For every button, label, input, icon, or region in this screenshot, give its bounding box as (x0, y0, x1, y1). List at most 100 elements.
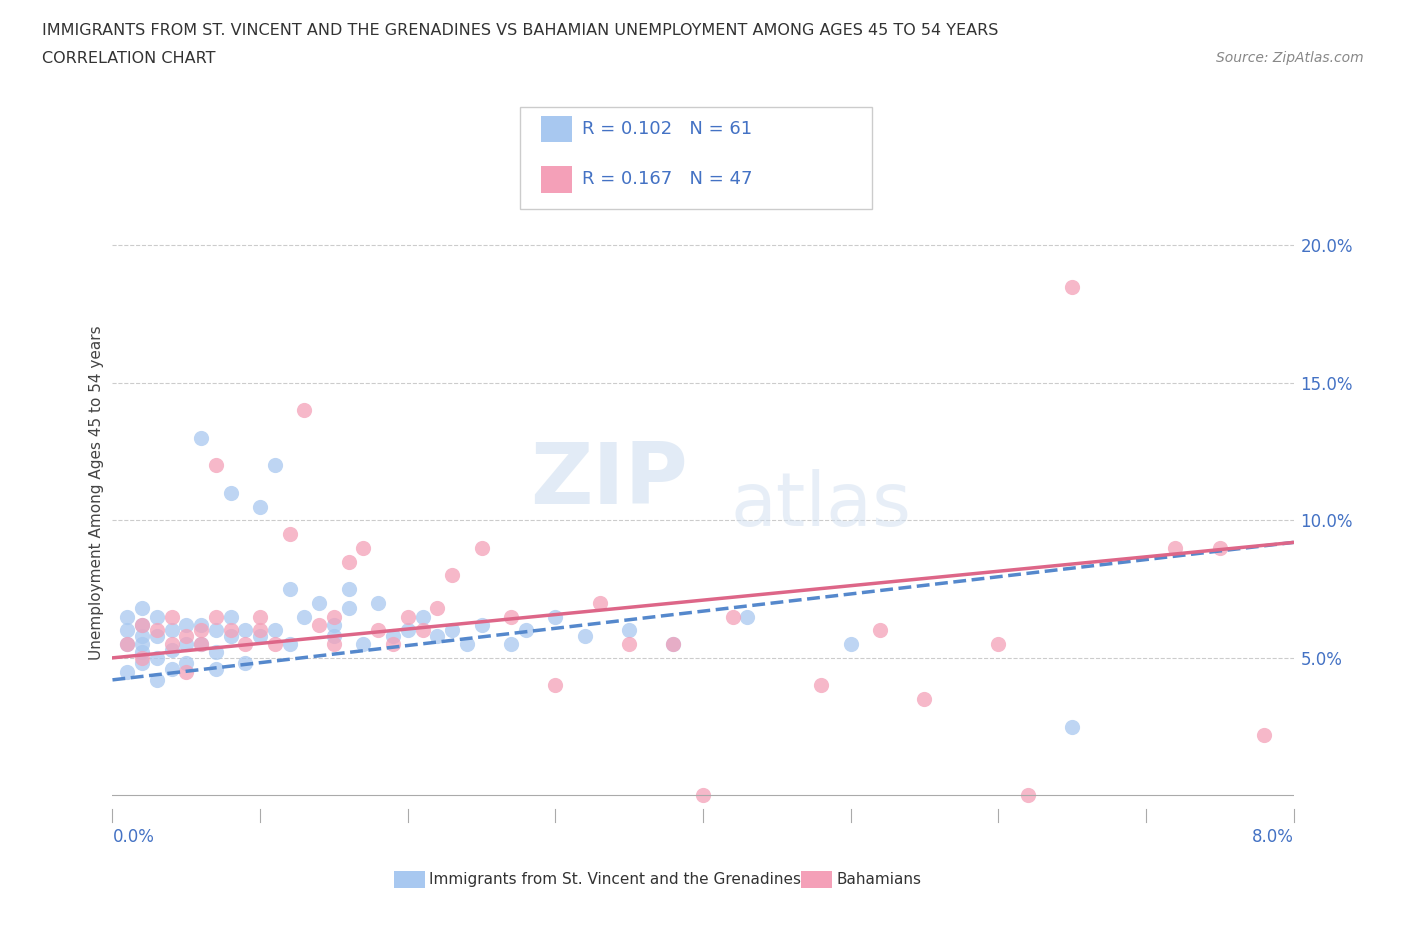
Point (131, 656, 153, 671)
Text: IMMIGRANTS FROM ST. VINCENT AND THE GRENADINES VS BAHAMIAN UNEMPLOYMENT AMONG AG: IMMIGRANTS FROM ST. VINCENT AND THE GREN… (42, 23, 998, 38)
Point (219, 609, 242, 624)
Point (456, 637, 478, 652)
Point (1164, 540, 1187, 555)
Point (352, 540, 374, 555)
Point (662, 637, 685, 652)
Point (160, 661, 183, 676)
Point (117, 609, 138, 624)
Point (869, 623, 891, 638)
Point (174, 656, 197, 671)
Point (131, 637, 153, 652)
Point (160, 643, 183, 658)
Point (987, 637, 1010, 652)
Point (367, 623, 389, 638)
Point (412, 623, 434, 638)
Point (1017, 788, 1039, 803)
Text: Immigrants from St. Vincent and the Grenadines: Immigrants from St. Vincent and the Gren… (429, 872, 801, 887)
Point (1062, 279, 1084, 294)
Point (367, 595, 389, 610)
Point (205, 644, 228, 659)
Point (308, 595, 330, 610)
Text: 8.0%: 8.0% (1251, 828, 1294, 846)
Point (396, 623, 419, 638)
Point (205, 458, 228, 472)
Point (323, 637, 346, 652)
Point (190, 637, 212, 652)
Point (160, 609, 183, 624)
Point (160, 623, 183, 638)
Point (219, 629, 242, 644)
Point (308, 618, 330, 632)
Point (190, 637, 212, 652)
Point (426, 601, 449, 616)
Point (1062, 719, 1084, 734)
Y-axis label: Unemployment Among Ages 45 to 54 years: Unemployment Among Ages 45 to 54 years (89, 326, 104, 660)
Point (544, 678, 567, 693)
Point (292, 403, 315, 418)
Point (619, 637, 641, 652)
Point (337, 601, 360, 616)
Point (337, 581, 360, 596)
Point (337, 554, 360, 569)
Point (278, 526, 301, 541)
Point (174, 664, 197, 679)
Point (323, 609, 346, 624)
Point (131, 650, 153, 665)
Point (426, 629, 449, 644)
Point (131, 601, 153, 616)
Point (146, 672, 169, 687)
Point (117, 637, 138, 652)
Point (249, 629, 271, 644)
Text: CORRELATION CHART: CORRELATION CHART (42, 51, 215, 66)
Point (117, 623, 138, 638)
Point (117, 664, 138, 679)
Point (323, 618, 346, 632)
Point (471, 618, 494, 632)
Text: R = 0.167   N = 47: R = 0.167 N = 47 (582, 170, 752, 189)
Point (190, 618, 212, 632)
Point (146, 623, 169, 638)
Point (515, 623, 537, 638)
Point (131, 644, 153, 659)
Point (249, 609, 271, 624)
Point (737, 609, 759, 624)
Point (323, 629, 346, 644)
Point (471, 540, 494, 555)
Point (117, 637, 138, 652)
Point (131, 629, 153, 644)
Point (441, 623, 464, 638)
Point (205, 609, 228, 624)
Point (382, 629, 405, 644)
Point (1253, 727, 1275, 742)
Text: ZIP: ZIP (530, 439, 688, 522)
Point (174, 637, 197, 652)
Point (146, 650, 169, 665)
Point (662, 637, 685, 652)
Point (810, 678, 832, 693)
Point (574, 629, 596, 644)
Point (131, 618, 153, 632)
Point (233, 623, 256, 638)
Text: R = 0.102   N = 61: R = 0.102 N = 61 (582, 120, 752, 139)
Point (146, 609, 169, 624)
Text: Source: ZipAtlas.com: Source: ZipAtlas.com (1216, 51, 1364, 65)
Point (721, 609, 744, 624)
Text: Bahamians: Bahamians (837, 872, 921, 887)
Point (914, 692, 936, 707)
Point (146, 629, 169, 644)
Point (219, 485, 242, 500)
Point (233, 637, 256, 652)
Point (278, 637, 301, 652)
Point (264, 623, 287, 638)
Point (501, 637, 523, 652)
Point (382, 637, 405, 652)
Point (249, 499, 271, 514)
Point (264, 637, 287, 652)
Point (174, 618, 197, 632)
Point (131, 618, 153, 632)
Point (412, 609, 434, 624)
Point (264, 458, 287, 472)
Point (588, 595, 610, 610)
Point (501, 609, 523, 624)
Point (441, 568, 464, 583)
